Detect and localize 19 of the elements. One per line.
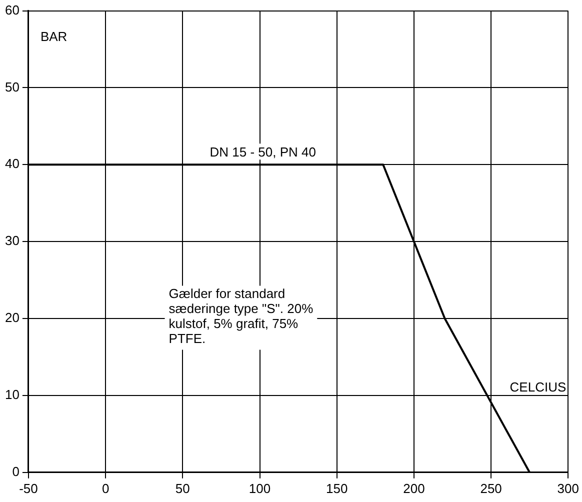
x-tick-label: 250 xyxy=(480,480,502,496)
x-tick-label: 100 xyxy=(248,480,271,496)
x-tick-label: -50 xyxy=(19,480,38,496)
y-tick-label: 40 xyxy=(4,156,20,172)
y-tick-label: 60 xyxy=(4,2,20,18)
y-tick-label: 10 xyxy=(4,387,20,402)
y-tick-label: 50 xyxy=(4,79,20,94)
x-tick-label: 300 xyxy=(557,480,580,496)
x-tick-label: 150 xyxy=(326,480,348,496)
y-tick-label: 30 xyxy=(4,233,20,248)
y-tick-label: 20 xyxy=(4,310,20,326)
annotation: DN 15 - 50, PN 40 xyxy=(210,144,316,160)
x-tick-label: 0 xyxy=(102,480,110,496)
x-tick-label: 200 xyxy=(403,480,425,496)
y-axis-title: BAR xyxy=(40,28,68,44)
x-axis-title: CELCIUS xyxy=(510,380,566,395)
y-tick-label: 0 xyxy=(12,464,20,479)
x-tick-label: 50 xyxy=(175,480,190,496)
annotation: Gælder for standard sæderinge type "S". 20% kulstof, 5% grafit, 75% PTFE. xyxy=(168,286,314,346)
